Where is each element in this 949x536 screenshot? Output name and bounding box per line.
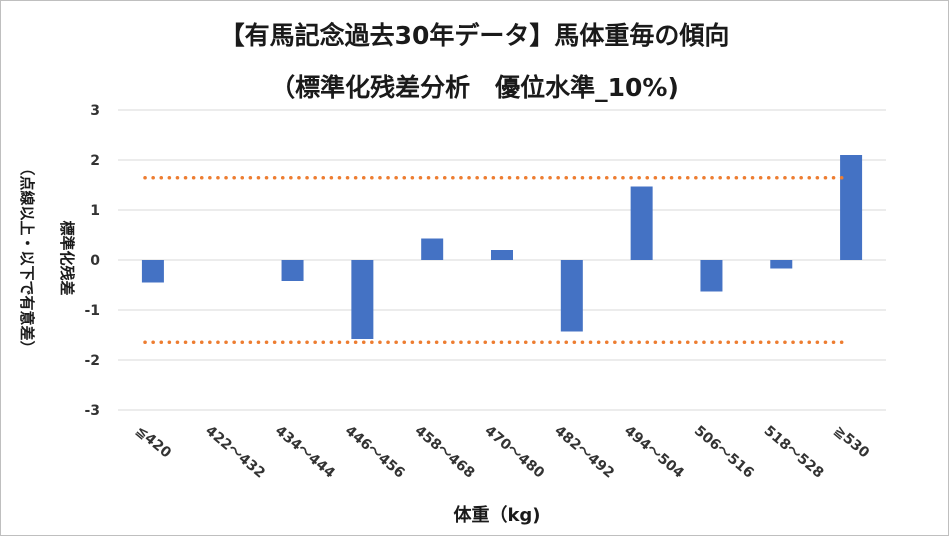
y-tick-label: 3 [90,103,100,119]
bar [560,260,583,332]
chart-subtitle: （標準化残差分析 優位水準_10%) [270,73,679,102]
x-tick-label: 458～468 [412,423,478,482]
y-axis-ticks: 3 2 1 0 -1 -2 -3 [84,103,100,419]
bar [351,260,374,339]
threshold-lines [143,176,846,344]
x-tick-label: 422～432 [202,423,268,482]
x-tick-label: ≦420 [132,423,174,462]
y-tick-label: -3 [84,403,100,419]
x-tick-label: ≧530 [831,423,873,462]
bar [700,260,723,292]
y-tick-label: -1 [84,303,100,319]
x-tick-label: 506～516 [691,423,757,482]
y-tick-label: -2 [84,353,100,369]
y-tick-label: 2 [90,153,100,169]
y-axis-note: （点線以上・以下で有意差） [18,160,36,355]
x-tick-label: 518～528 [761,423,827,482]
bar [421,238,444,260]
y-axis-label: 標準化残差 [58,220,76,295]
x-tick-label: 446～456 [342,423,408,482]
x-tick-label: 494～504 [621,423,687,482]
x-tick-label: 470～480 [481,423,547,482]
bar [770,260,793,269]
bars [141,155,863,339]
x-tick-label: 434～444 [272,423,338,482]
bar [281,260,304,281]
bar [141,260,164,283]
chart-title: 【有馬記念過去30年データ】馬体重毎の傾向 [219,21,730,50]
x-axis-ticks: ≦420 422～432 434～444 446～456 458～468 470～480 4… [132,423,872,482]
y-tick-label: 1 [90,203,100,219]
x-tick-label: 482～492 [551,423,617,482]
bar [491,250,513,260]
bar [840,155,863,260]
x-axis-label: 体重（kg) [453,504,540,526]
bar [630,186,653,260]
y-tick-label: 0 [90,253,100,269]
